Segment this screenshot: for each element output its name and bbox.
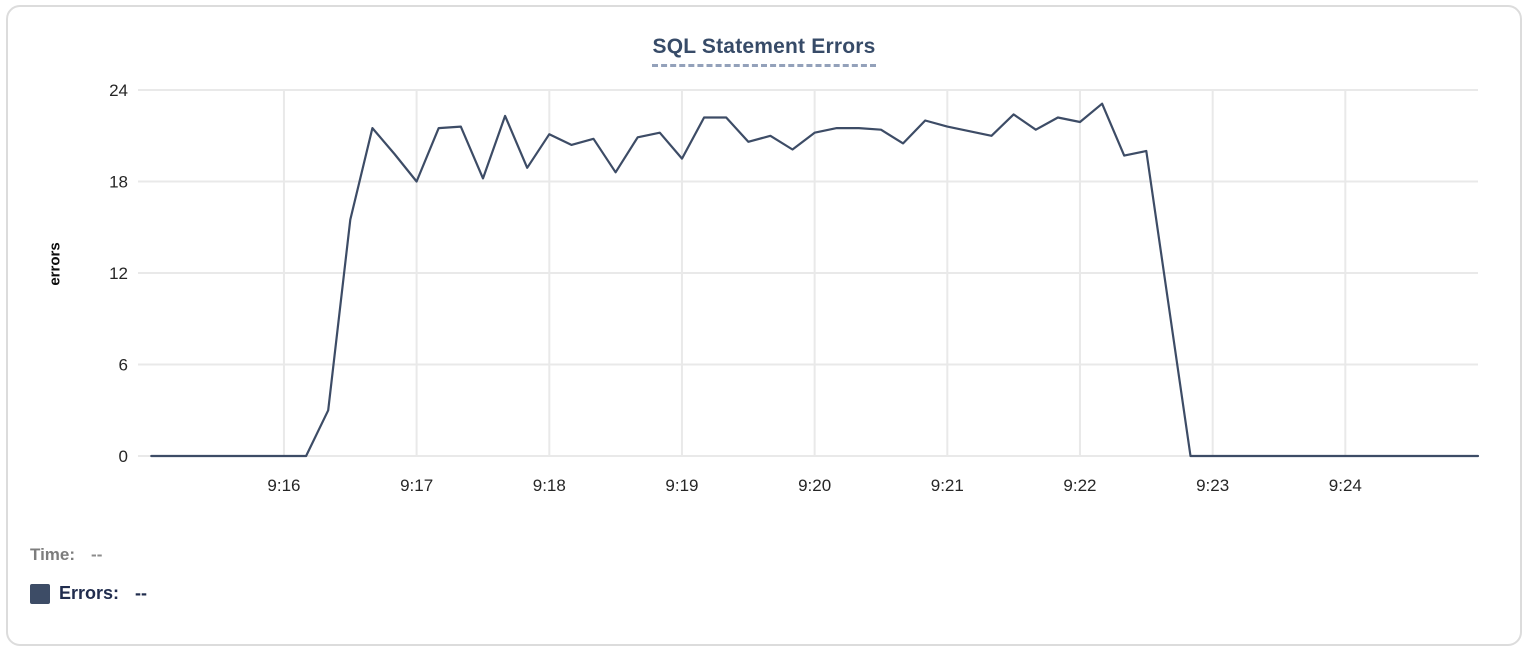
y-tick-label: 0	[119, 447, 128, 466]
time-readout: Time: --	[30, 545, 102, 565]
y-tick-label: 18	[109, 173, 128, 192]
y-tick-label: 6	[119, 356, 128, 375]
x-tick-label: 9:18	[533, 476, 566, 495]
x-tick-label: 9:23	[1196, 476, 1229, 495]
x-tick-label: 9:24	[1329, 476, 1362, 495]
errors-readout-value: --	[135, 583, 148, 603]
x-tick-label: 9:21	[931, 476, 964, 495]
y-tick-label: 12	[109, 264, 128, 283]
y-tick-label: 24	[109, 81, 128, 100]
x-tick-label: 9:19	[665, 476, 698, 495]
chart-panel-card: SQL Statement Errors errors 0 6 12 18 24 9:16…	[6, 5, 1522, 646]
chart-title-row: SQL Statement Errors	[8, 35, 1520, 67]
time-readout-label: Time:	[30, 545, 76, 564]
series-line-errors	[150, 102, 1480, 458]
errors-line-chart[interactable]: 0 6 12 18 24 9:16 9:17 9:18 9:19 9:20 9:21 9:22 9:23…	[8, 7, 1528, 659]
errors-readout-label: Errors:	[59, 583, 120, 603]
x-tick-label: 9:16	[267, 476, 300, 495]
x-tick-label: 9:17	[400, 476, 433, 495]
legend-errors[interactable]: Errors: --	[30, 583, 147, 604]
time-readout-value: --	[91, 545, 103, 564]
chart-title[interactable]: SQL Statement Errors	[652, 35, 876, 67]
errors-series-swatch	[30, 583, 50, 604]
x-tick-label: 9:22	[1063, 476, 1096, 495]
x-tick-label: 9:20	[798, 476, 831, 495]
